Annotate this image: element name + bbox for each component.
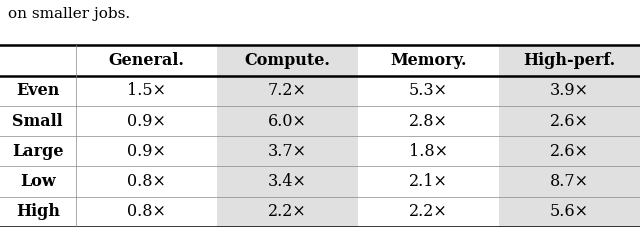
Text: 2.1×: 2.1× [409,173,448,190]
Text: 0.8×: 0.8× [127,203,166,220]
Text: General.: General. [108,52,184,69]
Text: 0.9×: 0.9× [127,113,166,130]
Text: 2.2×: 2.2× [268,203,307,220]
Text: 5.6×: 5.6× [550,203,589,220]
Text: 2.6×: 2.6× [550,113,589,130]
Text: Low: Low [20,173,56,190]
Text: 2.8×: 2.8× [409,113,448,130]
Text: 1.5×: 1.5× [127,82,166,99]
Text: Even: Even [16,82,60,99]
Text: Compute.: Compute. [244,52,330,69]
Text: 0.9×: 0.9× [127,143,166,160]
Text: 6.0×: 6.0× [268,113,307,130]
Text: 8.7×: 8.7× [550,173,589,190]
Text: 5.3×: 5.3× [409,82,448,99]
Text: 2.6×: 2.6× [550,143,589,160]
Text: High-perf.: High-perf. [524,52,616,69]
Bar [216,45,358,227]
Text: 2.2×: 2.2× [409,203,448,220]
Text: Memory.: Memory. [390,52,467,69]
Text: on smaller jobs.: on smaller jobs. [8,7,130,21]
Text: 1.8×: 1.8× [409,143,448,160]
Text: 3.7×: 3.7× [268,143,307,160]
Text: 7.2×: 7.2× [268,82,307,99]
Text: 3.9×: 3.9× [550,82,589,99]
Bar [499,45,640,227]
Text: Small: Small [12,113,63,130]
Text: 0.8×: 0.8× [127,173,166,190]
Text: Large: Large [12,143,63,160]
Text: High: High [16,203,60,220]
Text: 3.4×: 3.4× [268,173,307,190]
